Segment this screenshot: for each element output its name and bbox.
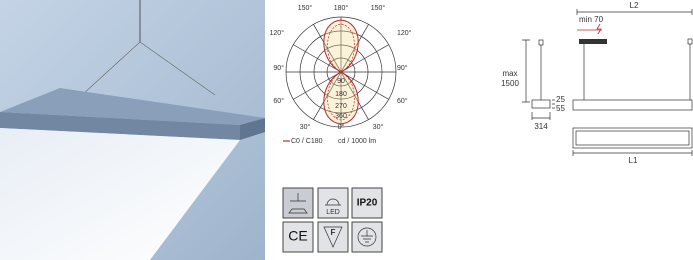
icon-ce: CE (288, 228, 307, 244)
icon-led: LED (326, 209, 340, 216)
dim-min-gap: min 70 (579, 15, 604, 24)
dim-max-height: 1500 (501, 79, 519, 88)
polar-diagram: 150° 180° 150° 120° 120° 90° 90° 60° 60°… (270, 4, 412, 145)
intensity-label: 180 (335, 91, 347, 98)
icons: LED IP20 CE F (283, 188, 382, 252)
intensity-label: 360 (335, 113, 347, 120)
angle-label: 120° (397, 29, 412, 37)
legend-curve: C0 / C180 (291, 138, 323, 145)
angle-label: 60° (273, 97, 284, 105)
angle-label: 150° (371, 4, 386, 12)
dim-length-top: L2 (630, 1, 639, 10)
dim-max-label: max (502, 69, 517, 78)
product-photo (0, 0, 265, 260)
angle-label: 180° (334, 4, 349, 12)
icon-ip: IP20 (357, 198, 378, 209)
intensity-label: 90 (337, 78, 345, 85)
angle-label: 30° (300, 123, 311, 131)
angle-label: 90° (273, 64, 284, 72)
legend-units: cd / 1000 lm (338, 138, 376, 145)
dim-width: 314 (534, 122, 548, 131)
intensity-label: 270 (335, 103, 347, 110)
icon-f: F (331, 228, 336, 237)
dimension-drawing: max 1500 25 55 314 L2 min 70 L1 (501, 1, 692, 165)
dim-profile-height: 55 (556, 104, 565, 113)
datasheet: 150° 180° 150° 120° 120° 90° 90° 60° 60°… (0, 0, 693, 260)
angle-label: 150° (298, 4, 313, 12)
angle-label: 90° (397, 64, 408, 72)
dim-length-bottom: L1 (629, 156, 638, 165)
angle-label: 0° (338, 123, 345, 131)
angle-label: 60° (397, 97, 408, 105)
angle-label: 120° (270, 29, 285, 37)
dim-profile-top: 25 (556, 95, 565, 104)
angle-label: 30° (373, 123, 384, 131)
